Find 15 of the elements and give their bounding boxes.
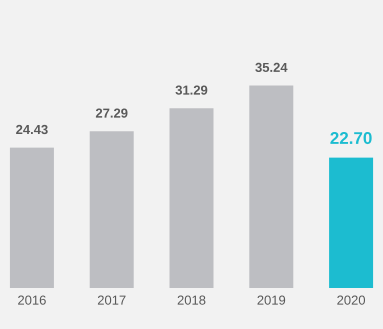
bar xyxy=(10,148,54,288)
data-label: 22.70 xyxy=(330,132,372,144)
data-label: 35.24 xyxy=(255,62,288,72)
x-tick-label: 2019 xyxy=(257,296,286,305)
x-tick-label: 2018 xyxy=(178,296,206,305)
data-label: 24.43 xyxy=(16,124,48,134)
data-label: 31.29 xyxy=(176,85,208,95)
x-tick-label: 2016 xyxy=(18,296,46,305)
bar xyxy=(249,86,294,288)
bar xyxy=(170,108,214,288)
x-tick-label: 2020 xyxy=(337,296,366,305)
data-label: 27.29 xyxy=(96,108,128,118)
bar xyxy=(329,158,374,288)
x-tick-label: 2017 xyxy=(98,296,126,305)
bar xyxy=(90,131,134,288)
